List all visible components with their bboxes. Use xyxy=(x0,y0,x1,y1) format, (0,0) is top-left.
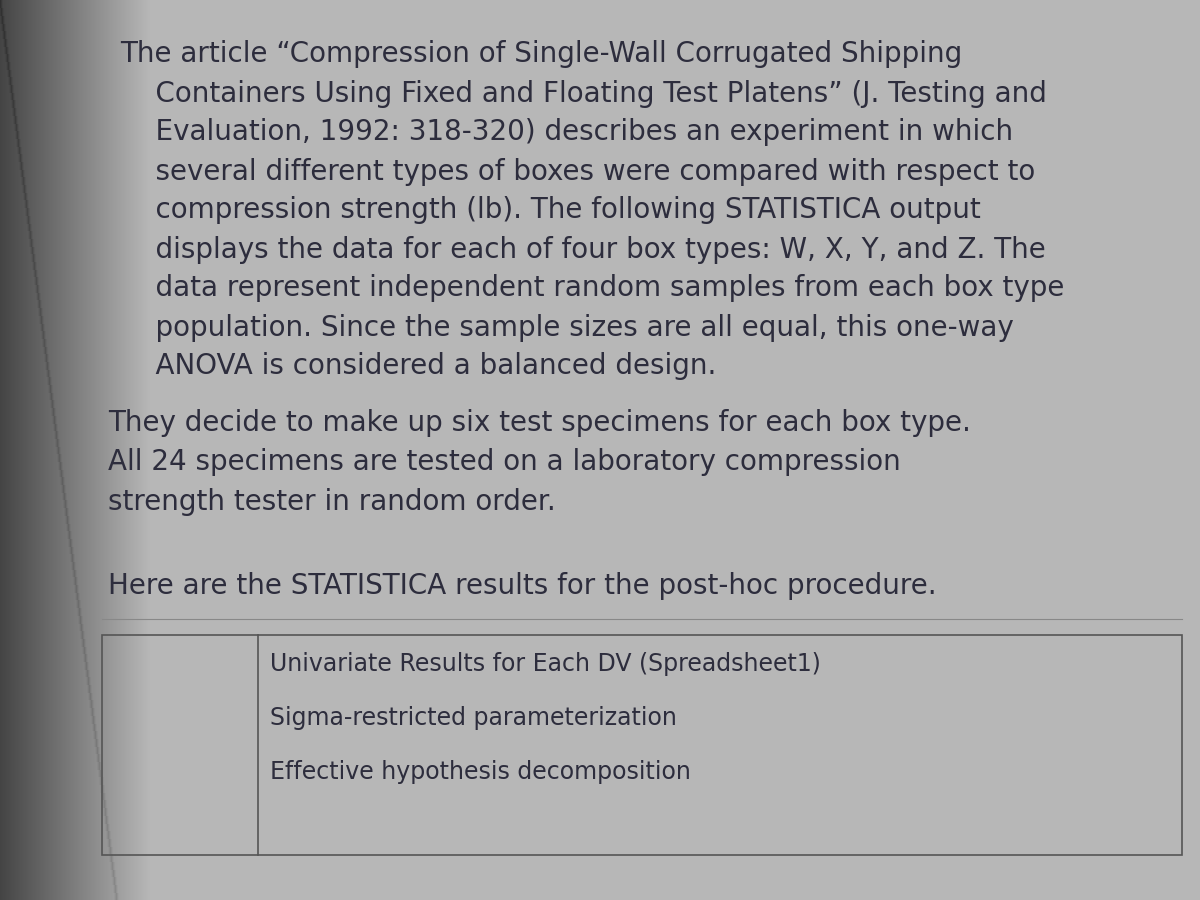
Text: Sigma-restricted parameterization: Sigma-restricted parameterization xyxy=(270,706,677,731)
Text: Here are the STATISTICA results for the post-hoc procedure.: Here are the STATISTICA results for the … xyxy=(108,572,937,599)
Text: The article “Compression of Single-Wall Corrugated Shipping
    Containers Using: The article “Compression of Single-Wall … xyxy=(120,40,1064,381)
Bar xyxy=(102,634,1182,855)
Text: They decide to make up six test specimens for each box type.
All 24 specimens ar: They decide to make up six test specimen… xyxy=(108,410,971,516)
Text: Effective hypothesis decomposition: Effective hypothesis decomposition xyxy=(270,760,691,785)
Text: Univariate Results for Each DV (Spreadsheet1): Univariate Results for Each DV (Spreadsh… xyxy=(270,652,821,677)
